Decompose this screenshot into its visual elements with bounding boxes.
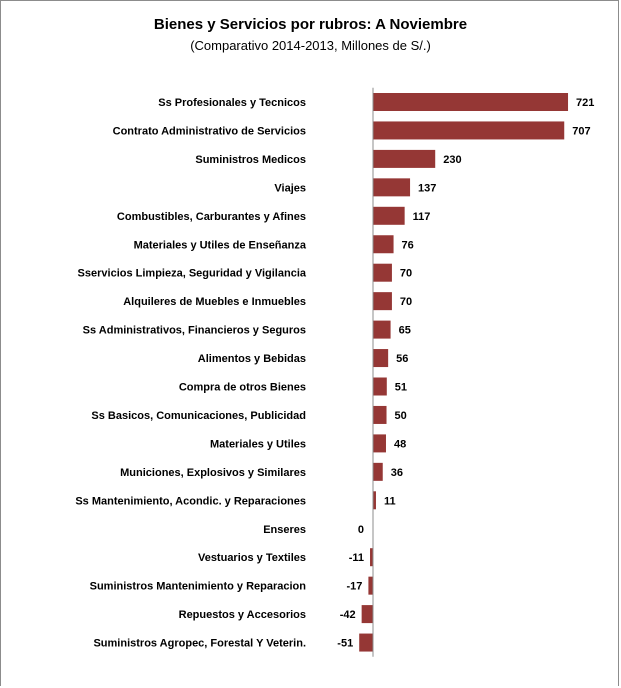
- chart-title: Bienes y Servicios por rubros: A Noviemb…: [153, 16, 468, 33]
- bar: [370, 548, 373, 567]
- category-label: Vestuarios y Textiles: [198, 552, 306, 564]
- value-label: 70: [400, 268, 412, 280]
- bar: [373, 121, 565, 140]
- category-label: Contrato Administrativo de Servicios: [113, 125, 306, 137]
- value-label: 65: [399, 325, 411, 337]
- bar: [368, 576, 373, 595]
- bar: [361, 605, 373, 624]
- category-label: Municiones, Explosivos y Similares: [120, 467, 306, 479]
- value-label: 117: [413, 211, 431, 223]
- bar: [373, 235, 394, 254]
- category-label: Materiales y Utiles: [210, 438, 306, 450]
- value-label: -51: [337, 638, 353, 650]
- value-label: -42: [340, 609, 356, 621]
- value-label: 70: [400, 296, 412, 308]
- category-label: Alimentos y Bebidas: [198, 353, 306, 365]
- category-label: Combustibles, Carburantes y Afines: [117, 211, 306, 223]
- value-label: -17: [346, 581, 362, 593]
- bar: [373, 263, 392, 282]
- category-label: Ss Profesionales y Tecnicos: [158, 97, 306, 109]
- category-label: Viajes: [274, 182, 306, 194]
- value-label: 51: [395, 382, 407, 394]
- chart-subtitle: (Comparativo 2014-2013, Millones de S/.): [190, 38, 431, 53]
- bar: [373, 462, 383, 481]
- value-label: 76: [402, 239, 414, 251]
- value-label: 0: [358, 524, 364, 536]
- bar: [373, 93, 569, 111]
- bar: [359, 633, 373, 652]
- bar: [373, 320, 391, 339]
- category-label: Ss Mantenimiento, Acondic. y Reparacione…: [75, 495, 306, 507]
- bar: [373, 206, 405, 225]
- value-label: 137: [418, 182, 436, 194]
- category-label: Ss Administrativos, Financieros y Seguro…: [83, 325, 306, 337]
- bar: [373, 377, 387, 396]
- bar: [373, 405, 387, 424]
- value-label: 721: [576, 97, 594, 109]
- bar: [373, 292, 392, 311]
- value-label: 36: [391, 467, 403, 479]
- bar: [373, 149, 436, 168]
- bar: [373, 349, 389, 368]
- category-label: Sservicios Limpieza, Seguridad y Vigilan…: [78, 268, 307, 280]
- bar: [373, 178, 411, 197]
- value-label: 707: [572, 125, 590, 137]
- category-label: Materiales y Utiles de Enseñanza: [134, 239, 307, 251]
- category-label: Compra de otros Bienes: [179, 382, 306, 394]
- value-label: 11: [384, 495, 396, 507]
- value-label: 48: [394, 438, 406, 450]
- category-label: Alquileres de Muebles e Inmuebles: [123, 296, 306, 308]
- category-label: Suministros Mantenimiento y Reparacion: [90, 581, 307, 593]
- category-label: Suministros Agropec, Forestal Y Veterin.: [93, 638, 306, 650]
- value-label: 230: [443, 154, 461, 166]
- bar: [373, 491, 376, 510]
- category-label: Repuestos y Accesorios: [179, 609, 306, 621]
- value-label: 56: [396, 353, 408, 365]
- value-label: 50: [395, 410, 407, 422]
- category-label: Ss Basicos, Comunicaciones, Publicidad: [91, 410, 306, 422]
- bar: [373, 434, 386, 453]
- category-label: Enseres: [263, 524, 306, 536]
- value-label: -11: [349, 552, 364, 564]
- category-label: Suministros Medicos: [195, 154, 306, 166]
